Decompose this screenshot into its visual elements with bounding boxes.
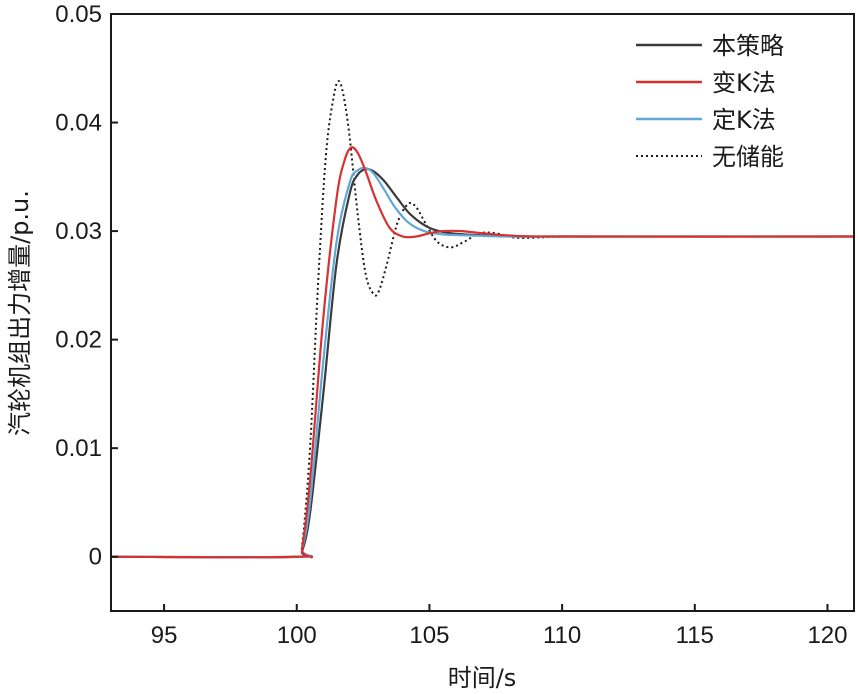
x-tick-label: 110	[543, 622, 581, 649]
x-axis-title: 时间/s	[448, 664, 517, 692]
series-line-2	[109, 146, 856, 559]
legend-label-4: 无储能	[712, 143, 784, 171]
series-lines	[109, 80, 856, 559]
series-line-3	[109, 166, 856, 559]
x-tick-label: 100	[277, 622, 317, 649]
x-tick-label: 120	[807, 622, 847, 649]
legend-label-2: 变K法	[712, 69, 776, 97]
legend-label-3: 定K法	[712, 106, 776, 134]
legend-label-1: 本策略	[712, 32, 784, 60]
x-tick-label: 105	[409, 622, 449, 649]
y-tick-label: 0	[89, 544, 102, 571]
plot-frame	[110, 13, 855, 612]
y-tick-label: 0.04	[55, 110, 102, 137]
y-tick-label: 0.05	[55, 1, 102, 28]
y-axis-title: 汽轮机组出力增量/p.u.	[6, 190, 34, 436]
y-tick-label: 0.03	[55, 218, 102, 245]
series-line-1	[109, 167, 856, 559]
x-tick-label: 115	[676, 622, 714, 649]
y-tick-label: 0.01	[55, 435, 102, 462]
axis-ticks: 95 100 105 110 115 120 0 0.01 0.02 0.03 0.04 0.05	[55, 1, 847, 649]
y-tick-label: 0.02	[55, 327, 102, 354]
x-tick-label: 95	[151, 622, 178, 649]
